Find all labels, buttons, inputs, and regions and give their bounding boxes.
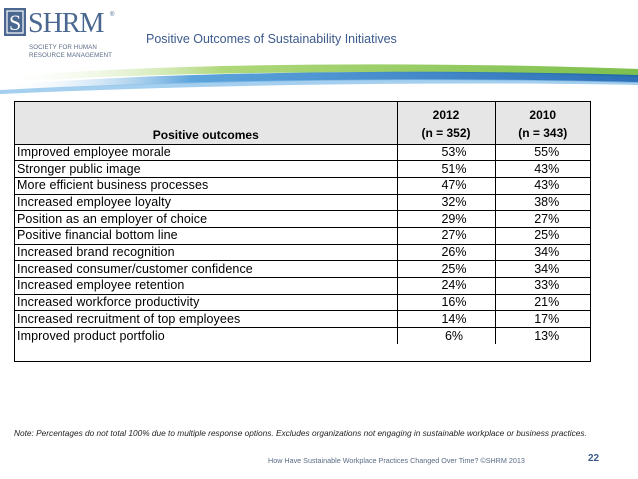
row-value-2012: 25% [397,260,496,278]
row-label: Increased brand recognition [15,243,398,261]
row-label: Improved employee morale [15,143,398,161]
row-label: Increased consumer/customer confidence [15,260,398,278]
row-label: Increased employee loyalty [15,193,398,211]
svg-text:S: S [9,10,21,35]
row-value-2010: 34% [495,260,590,278]
header-2010-year: 2010 [529,107,557,122]
table-row: Increased consumer/customer confidence 25… [15,260,590,278]
shrm-wordmark: SHRM S ® [4,8,115,36]
row-value-2010: 38% [495,193,590,211]
row-value-2012: 16% [397,293,496,311]
row-value-2010: 43% [495,176,590,195]
logo-sub-line2: RESOURCE MANAGEMENT [29,51,113,59]
row-label: Positive financial bottom line [15,226,398,245]
outcomes-grid: Positive outcomes 2012 (n = 352) 2010 (n… [15,102,590,345]
table-row: Increased brand recognition 26% 34% [15,243,590,261]
shrm-logo: SHRM S ® SOCIETY FOR HUMAN RESOURCE MANA… [4,8,122,64]
table-row: Improved employee morale 53% 55% [15,143,590,161]
row-value-2010: 43% [495,160,590,178]
registered-mark: ® [110,11,115,18]
row-value-2010: 25% [495,226,590,245]
table-header-row: Positive outcomes 2012 (n = 352) 2010 (n… [15,102,590,144]
row-value-2012: 32% [397,193,496,211]
row-value-2012: 47% [397,176,496,195]
outcomes-table: Positive outcomes 2012 (n = 352) 2010 (n… [14,101,591,362]
wordmark-text: SHRM [28,8,104,36]
header-2010: 2010 (n = 343) [495,102,590,144]
row-value-2012: 6% [397,327,496,345]
row-label: Increased workforce productivity [15,293,398,311]
row-value-2010: 17% [495,310,590,328]
header-2012-year: 2012 [432,107,460,122]
row-label: Position as an employer of choice [15,210,398,228]
row-value-2010: 13% [495,327,590,345]
row-value-2010: 55% [495,143,590,161]
page-number: 22 [588,453,600,464]
table-row: Increased workforce productivity 16% 21% [15,293,590,311]
row-label: Stronger public image [15,160,398,178]
table-row: Improved product portfolio 6% 13% [15,327,590,345]
row-value-2012: 29% [397,210,496,228]
row-value-2010: 21% [495,293,590,311]
table-row: Increased employee retention 24% 33% [15,277,590,295]
table-row: More efficient business processes 47% 43% [15,176,590,195]
row-value-2012: 53% [397,143,496,161]
row-label: More efficient business processes [15,176,398,195]
row-value-2010: 34% [495,243,590,261]
row-value-2010: 33% [495,277,590,295]
table-row: Positive financial bottom line 27% 25% [15,226,590,245]
row-value-2012: 24% [397,277,496,295]
table-row: Stronger public image 51% 43% [15,160,590,178]
row-value-2012: 26% [397,243,496,261]
footnote: Note: Percentages do not total 100% due … [14,428,587,438]
row-label: Improved product portfolio [15,327,398,345]
table-row: Position as an employer of choice 29% 27% [15,210,590,228]
footer-source: How Have Sustainable Workplace Practices… [268,456,525,465]
header-2012: 2012 (n = 352) [397,102,496,144]
row-value-2010: 27% [495,210,590,228]
header-2012-n: (n = 352) [421,125,471,140]
row-label: Increased employee retention [15,277,398,295]
row-label: Increased recruitment of top employees [15,310,398,328]
row-value-2012: 27% [397,226,496,245]
logo-sub-line1: SOCIETY FOR HUMAN [29,44,97,51]
header-2010-n: (n = 343) [518,125,568,140]
row-value-2012: 14% [397,310,496,328]
row-value-2012: 51% [397,160,496,178]
table-row: Increased recruitment of top employees 14… [15,310,590,328]
slide-title: Positive Outcomes of Sustainability Init… [146,32,397,46]
header-positive-outcomes: Positive outcomes [15,102,398,144]
decorative-swoosh [0,64,638,94]
logo-subtitle: SOCIETY FOR HUMAN RESOURCE MANAGEMENT [29,44,112,59]
table-row: Increased employee loyalty 32% 38% [15,193,590,211]
